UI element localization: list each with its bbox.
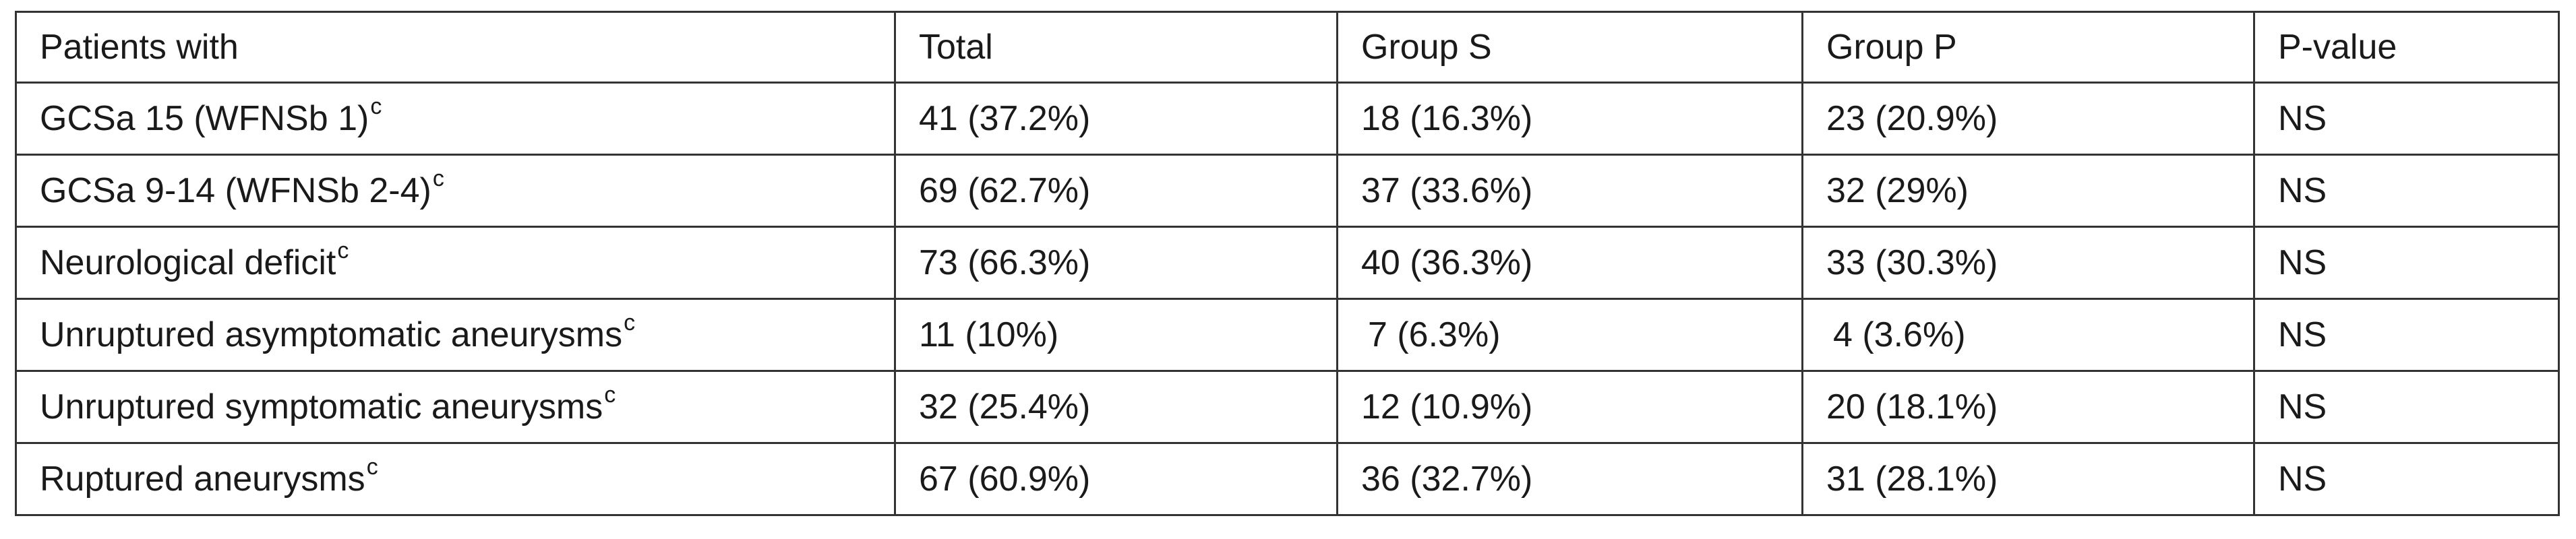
- group-p-cell: 4 (3.6%): [1801, 298, 2255, 372]
- patients-table: Patients with Total Group S Group P P-va…: [15, 11, 2560, 516]
- table-row: GCSa 9-14 (WFNSb 2-4)c 69 (62.7%) 37 (33…: [15, 154, 2560, 228]
- table-row: Ruptured aneurysmsc 67 (60.9%) 36 (32.7%…: [15, 442, 2560, 516]
- group-s-cell: 37 (33.6%): [1336, 154, 1803, 228]
- group-s-cell: 12 (10.9%): [1336, 370, 1803, 444]
- footnote-marker: c: [366, 453, 378, 480]
- header-p-value: P-value: [2253, 11, 2560, 84]
- footnote-marker: c: [624, 309, 636, 336]
- group-p-cell: 23 (20.9%): [1801, 82, 2255, 156]
- total-cell: 67 (60.9%): [894, 442, 1338, 516]
- footnote-marker: c: [604, 381, 616, 408]
- group-p-cell: 31 (28.1%): [1801, 442, 2255, 516]
- row-label: Ruptured aneurysms: [40, 459, 365, 499]
- table-row: Neurological deficitc 73 (66.3%) 40 (36.…: [15, 226, 2560, 300]
- patients-table-container: Patients with Total Group S Group P P-va…: [15, 11, 2560, 516]
- p-value-cell: NS: [2253, 442, 2560, 516]
- row-label-cell: Ruptured aneurysmsc: [15, 442, 896, 516]
- total-cell: 69 (62.7%): [894, 154, 1338, 228]
- row-label-cell: GCSa 15 (WFNSb 1)c: [15, 82, 896, 156]
- total-cell: 41 (37.2%): [894, 82, 1338, 156]
- p-value-cell: NS: [2253, 82, 2560, 156]
- group-p-cell: 33 (30.3%): [1801, 226, 2255, 300]
- p-value-cell: NS: [2253, 226, 2560, 300]
- header-patients-with: Patients with: [15, 11, 896, 84]
- group-p-cell: 20 (18.1%): [1801, 370, 2255, 444]
- total-cell: 32 (25.4%): [894, 370, 1338, 444]
- group-s-cell: 36 (32.7%): [1336, 442, 1803, 516]
- total-cell: 73 (66.3%): [894, 226, 1338, 300]
- row-label: GCSa 15 (WFNSb 1): [40, 99, 369, 138]
- table-row: GCSa 15 (WFNSb 1)c 41 (37.2%) 18 (16.3%)…: [15, 82, 2560, 156]
- row-label: GCSa 9-14 (WFNSb 2-4): [40, 171, 431, 210]
- row-label: Neurological deficit: [40, 243, 336, 282]
- group-s-cell: 7 (6.3%): [1336, 298, 1803, 372]
- total-cell: 11 (10%): [894, 298, 1338, 372]
- footnote-marker: c: [370, 93, 382, 119]
- p-value-cell: NS: [2253, 154, 2560, 228]
- group-p-cell: 32 (29%): [1801, 154, 2255, 228]
- table-header-row: Patients with Total Group S Group P P-va…: [15, 11, 2560, 84]
- row-label: Unruptured symptomatic aneurysms: [40, 387, 603, 426]
- footnote-marker: c: [432, 165, 444, 191]
- row-label: Unruptured asymptomatic aneurysms: [40, 315, 623, 354]
- header-group-p: Group P: [1801, 11, 2255, 84]
- table-row: Unruptured asymptomatic aneurysmsc 11 (1…: [15, 298, 2560, 372]
- table-row: Unruptured symptomatic aneurysmsc 32 (25…: [15, 370, 2560, 444]
- row-label-cell: Neurological deficitc: [15, 226, 896, 300]
- p-value-cell: NS: [2253, 298, 2560, 372]
- row-label-cell: Unruptured asymptomatic aneurysmsc: [15, 298, 896, 372]
- p-value-cell: NS: [2253, 370, 2560, 444]
- group-s-cell: 40 (36.3%): [1336, 226, 1803, 300]
- header-group-s: Group S: [1336, 11, 1803, 84]
- footnote-marker: c: [337, 237, 349, 263]
- row-label-cell: Unruptured symptomatic aneurysmsc: [15, 370, 896, 444]
- row-label-cell: GCSa 9-14 (WFNSb 2-4)c: [15, 154, 896, 228]
- header-total: Total: [894, 11, 1338, 84]
- group-s-cell: 18 (16.3%): [1336, 82, 1803, 156]
